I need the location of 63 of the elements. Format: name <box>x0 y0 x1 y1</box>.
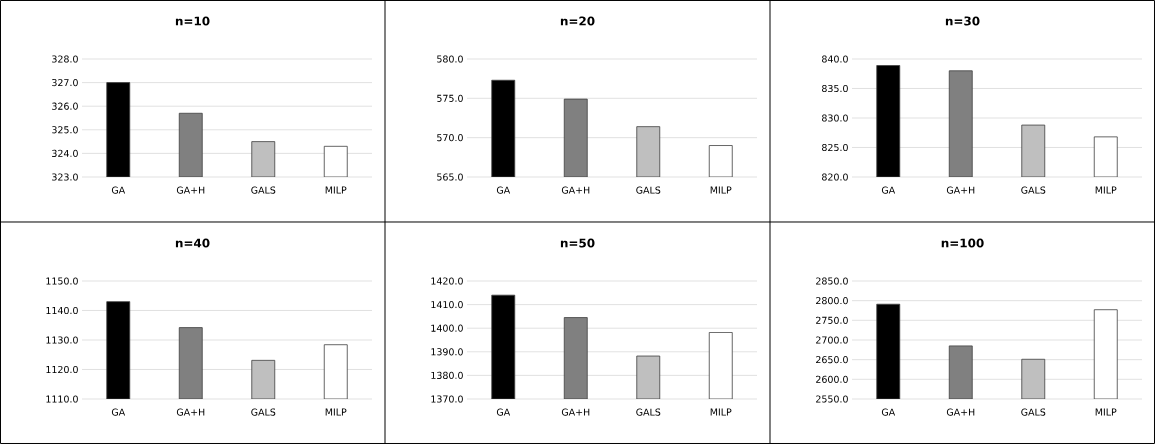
x-tick-label: GA+H <box>561 186 590 194</box>
y-tick-label: 1110.0 <box>46 395 78 403</box>
x-tick-label: GALS <box>1021 408 1046 416</box>
chart-title: n=20 <box>560 16 595 26</box>
y-tick-label: 820.0 <box>822 173 848 181</box>
x-tick-label: MILP <box>710 186 732 194</box>
y-tick-label: 1410.0 <box>431 301 463 309</box>
y-tick-label: 324.0 <box>52 149 78 157</box>
y-tick-label: 1420.0 <box>431 277 463 285</box>
y-tick-label: 835.0 <box>822 84 848 93</box>
x-tick-label: GA+H <box>946 186 975 194</box>
x-tick-label: MILP <box>710 408 732 416</box>
y-tick-label: 840.0 <box>822 55 848 63</box>
x-tick-label: GA+H <box>561 408 590 416</box>
y-tick-label: 2850.0 <box>816 277 848 285</box>
chart-title: n=10 <box>175 16 210 26</box>
x-tick-label: MILP <box>325 408 347 416</box>
x-tick-label: MILP <box>325 186 347 194</box>
x-tick-label: GALS <box>636 186 661 194</box>
x-tick-label: GALS <box>636 408 661 416</box>
y-tick-label: 1390.0 <box>431 348 463 356</box>
x-tick-label: GA <box>881 186 896 194</box>
y-tick-label: 1140.0 <box>46 306 78 315</box>
y-tick-label: 570.0 <box>437 134 463 142</box>
chart-title: n=30 <box>945 16 980 26</box>
y-tick-label: 1150.0 <box>46 277 78 285</box>
x-tick-label: GA+H <box>946 408 975 416</box>
x-tick-label: GA <box>111 408 126 416</box>
y-tick-label: 2750.0 <box>816 316 848 324</box>
x-tick-label: MILP <box>1095 408 1117 416</box>
y-tick-label: 2550.0 <box>816 395 848 403</box>
y-tick-label: 1400.0 <box>431 324 463 332</box>
y-tick-label: 2700.0 <box>816 336 848 344</box>
y-tick-label: 328.0 <box>52 55 78 63</box>
x-tick-label: GA <box>111 186 126 194</box>
chart-title: n=100 <box>941 238 984 248</box>
y-tick-label: 825.0 <box>822 143 848 152</box>
y-tick-label: 323.0 <box>52 173 78 181</box>
y-tick-label: 580.0 <box>437 55 463 63</box>
x-tick-label: GALS <box>1021 186 1046 194</box>
y-tick-label: 325.0 <box>52 126 78 134</box>
y-tick-label: 2800.0 <box>816 297 848 305</box>
y-tick-label: 327.0 <box>52 79 78 87</box>
y-tick-label: 326.0 <box>52 102 78 110</box>
x-tick-label: GA <box>496 408 511 416</box>
y-tick-label: 1370.0 <box>431 395 463 403</box>
x-tick-label: MILP <box>1095 186 1117 194</box>
y-tick-label: 2600.0 <box>816 375 848 383</box>
x-tick-label: GA <box>881 408 896 416</box>
x-tick-label: GALS <box>251 408 276 416</box>
chart-title: n=50 <box>560 238 595 248</box>
y-tick-label: 2650.0 <box>816 356 848 364</box>
y-tick-label: 1120.0 <box>46 365 78 374</box>
y-tick-label: 1130.0 <box>46 336 78 344</box>
y-tick-label: 565.0 <box>437 173 463 181</box>
chart-title: n=40 <box>175 238 210 248</box>
x-tick-label: GA <box>496 186 511 194</box>
x-tick-label: GA+H <box>176 186 205 194</box>
x-tick-label: GALS <box>251 186 276 194</box>
y-tick-label: 575.0 <box>437 94 463 102</box>
x-tick-label: GA+H <box>176 408 205 416</box>
y-tick-label: 830.0 <box>822 114 848 122</box>
y-tick-label: 1380.0 <box>431 371 463 379</box>
